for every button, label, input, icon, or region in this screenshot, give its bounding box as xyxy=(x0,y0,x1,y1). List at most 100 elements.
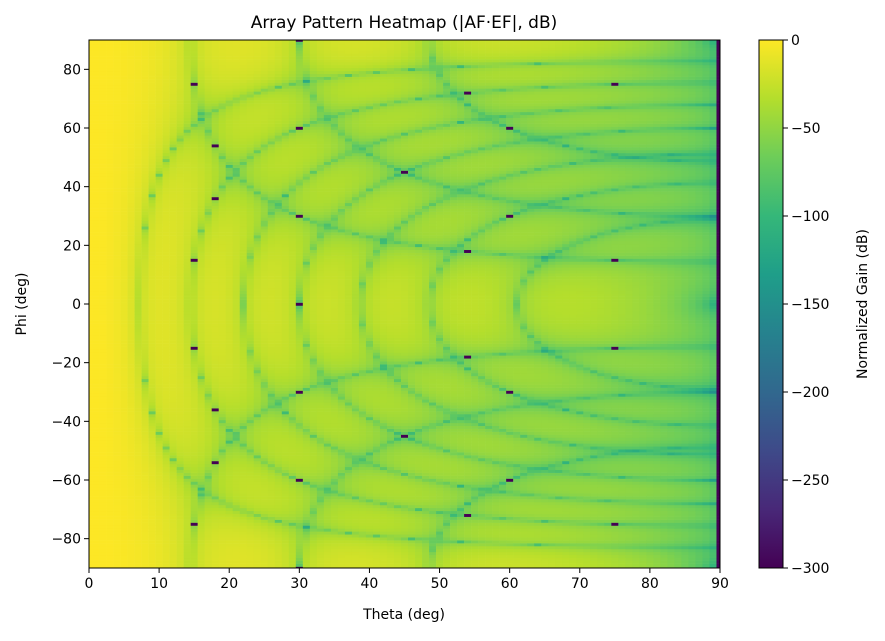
heatmap-cell xyxy=(219,558,226,561)
heatmap-cell xyxy=(114,147,121,150)
heatmap-cell xyxy=(142,408,149,411)
heatmap-cell xyxy=(156,393,163,396)
heatmap-cell xyxy=(142,323,149,326)
heatmap-cell xyxy=(135,220,142,223)
heatmap-cell xyxy=(275,426,282,429)
heatmap-cell xyxy=(212,303,219,306)
heatmap-cell xyxy=(142,432,149,435)
heatmap-cell xyxy=(177,379,184,382)
heatmap-cell xyxy=(100,200,107,203)
heatmap-cell xyxy=(219,217,226,220)
heatmap-cell xyxy=(114,311,121,314)
heatmap-cell xyxy=(219,528,226,531)
heatmap-cell xyxy=(240,479,247,482)
heatmap-cell xyxy=(100,531,107,534)
heatmap-cell xyxy=(128,232,135,235)
heatmap-cell xyxy=(121,80,128,83)
heatmap-cell xyxy=(100,59,107,62)
heatmap-cell xyxy=(226,399,233,402)
heatmap-cell xyxy=(226,405,233,408)
heatmap-cell xyxy=(89,481,93,484)
heatmap-cell xyxy=(268,100,275,103)
heatmap-cell xyxy=(135,282,142,285)
heatmap-cell xyxy=(170,220,177,223)
heatmap-cell xyxy=(135,83,142,86)
heatmap-cell xyxy=(156,481,163,484)
heatmap-cell xyxy=(219,335,226,338)
heatmap-cell xyxy=(212,473,219,476)
heatmap-cell xyxy=(226,376,233,379)
heatmap-cell xyxy=(156,496,163,499)
heatmap-cell xyxy=(212,347,219,350)
heatmap-cell xyxy=(247,552,254,555)
heatmap-cell xyxy=(191,206,198,209)
heatmap-cell xyxy=(226,212,233,215)
heatmap-cell xyxy=(156,417,163,420)
heatmap-cell xyxy=(142,520,149,523)
heatmap-cell xyxy=(149,291,156,294)
heatmap-cell xyxy=(100,490,107,493)
heatmap-cell xyxy=(114,326,121,329)
heatmap-cell xyxy=(226,127,233,130)
heatmap-cell xyxy=(89,484,93,487)
heatmap-cell xyxy=(156,320,163,323)
heatmap-cell xyxy=(114,220,121,223)
heatmap-cell xyxy=(121,188,128,191)
heatmap-cell xyxy=(268,91,275,94)
heatmap-cell xyxy=(177,156,184,159)
heatmap-cell xyxy=(184,437,191,440)
heatmap-cell xyxy=(191,528,198,531)
heatmap-cell xyxy=(219,156,226,159)
heatmap-cell xyxy=(198,135,205,138)
heatmap-cell xyxy=(268,543,275,546)
heatmap-cell xyxy=(233,432,240,435)
heatmap-cell xyxy=(163,534,170,537)
heatmap-cell xyxy=(184,461,191,464)
heatmap-cell xyxy=(254,203,261,206)
heatmap-cell xyxy=(219,534,226,537)
heatmap-cell xyxy=(219,376,226,379)
heatmap-cell xyxy=(275,323,282,326)
heatmap-cell xyxy=(205,297,212,300)
heatmap-cell xyxy=(254,423,261,426)
heatmap-cell xyxy=(268,481,275,484)
heatmap-cell xyxy=(142,423,149,426)
heatmap-cell xyxy=(247,320,254,323)
heatmap-cell xyxy=(261,391,268,394)
heatmap-cell xyxy=(219,437,226,440)
heatmap-cell xyxy=(107,493,114,496)
heatmap-cell xyxy=(100,129,107,132)
heatmap-cell xyxy=(219,408,226,411)
heatmap-cell xyxy=(226,241,233,244)
heatmap-cell xyxy=(212,212,219,215)
heatmap-cell xyxy=(254,323,261,326)
heatmap-cell xyxy=(142,376,149,379)
heatmap-cell xyxy=(107,543,114,546)
heatmap-cell xyxy=(114,238,121,241)
heatmap-cell xyxy=(100,97,107,100)
heatmap-cell xyxy=(163,455,170,458)
heatmap-cell xyxy=(128,188,135,191)
heatmap-cell xyxy=(149,159,156,162)
heatmap-cell xyxy=(240,429,247,432)
heatmap-cell xyxy=(142,253,149,256)
heatmap-cell xyxy=(198,62,205,65)
heatmap-cell xyxy=(177,297,184,300)
heatmap-cell xyxy=(212,479,219,482)
heatmap-cell xyxy=(212,408,219,411)
heatmap-cell xyxy=(219,461,226,464)
heatmap-cell xyxy=(89,517,93,520)
heatmap-cell xyxy=(149,552,156,555)
heatmap-cell xyxy=(254,358,261,361)
heatmap-cell xyxy=(184,185,191,188)
heatmap-cell xyxy=(219,499,226,502)
heatmap-cell xyxy=(191,168,198,171)
heatmap-cell xyxy=(170,564,177,567)
heatmap-cell xyxy=(191,423,198,426)
heatmap-cell xyxy=(177,50,184,53)
heatmap-cell xyxy=(163,194,170,197)
heatmap-cell xyxy=(142,373,149,376)
heatmap-cell xyxy=(247,534,254,537)
heatmap-cell xyxy=(149,382,156,385)
heatmap-cell xyxy=(219,514,226,517)
